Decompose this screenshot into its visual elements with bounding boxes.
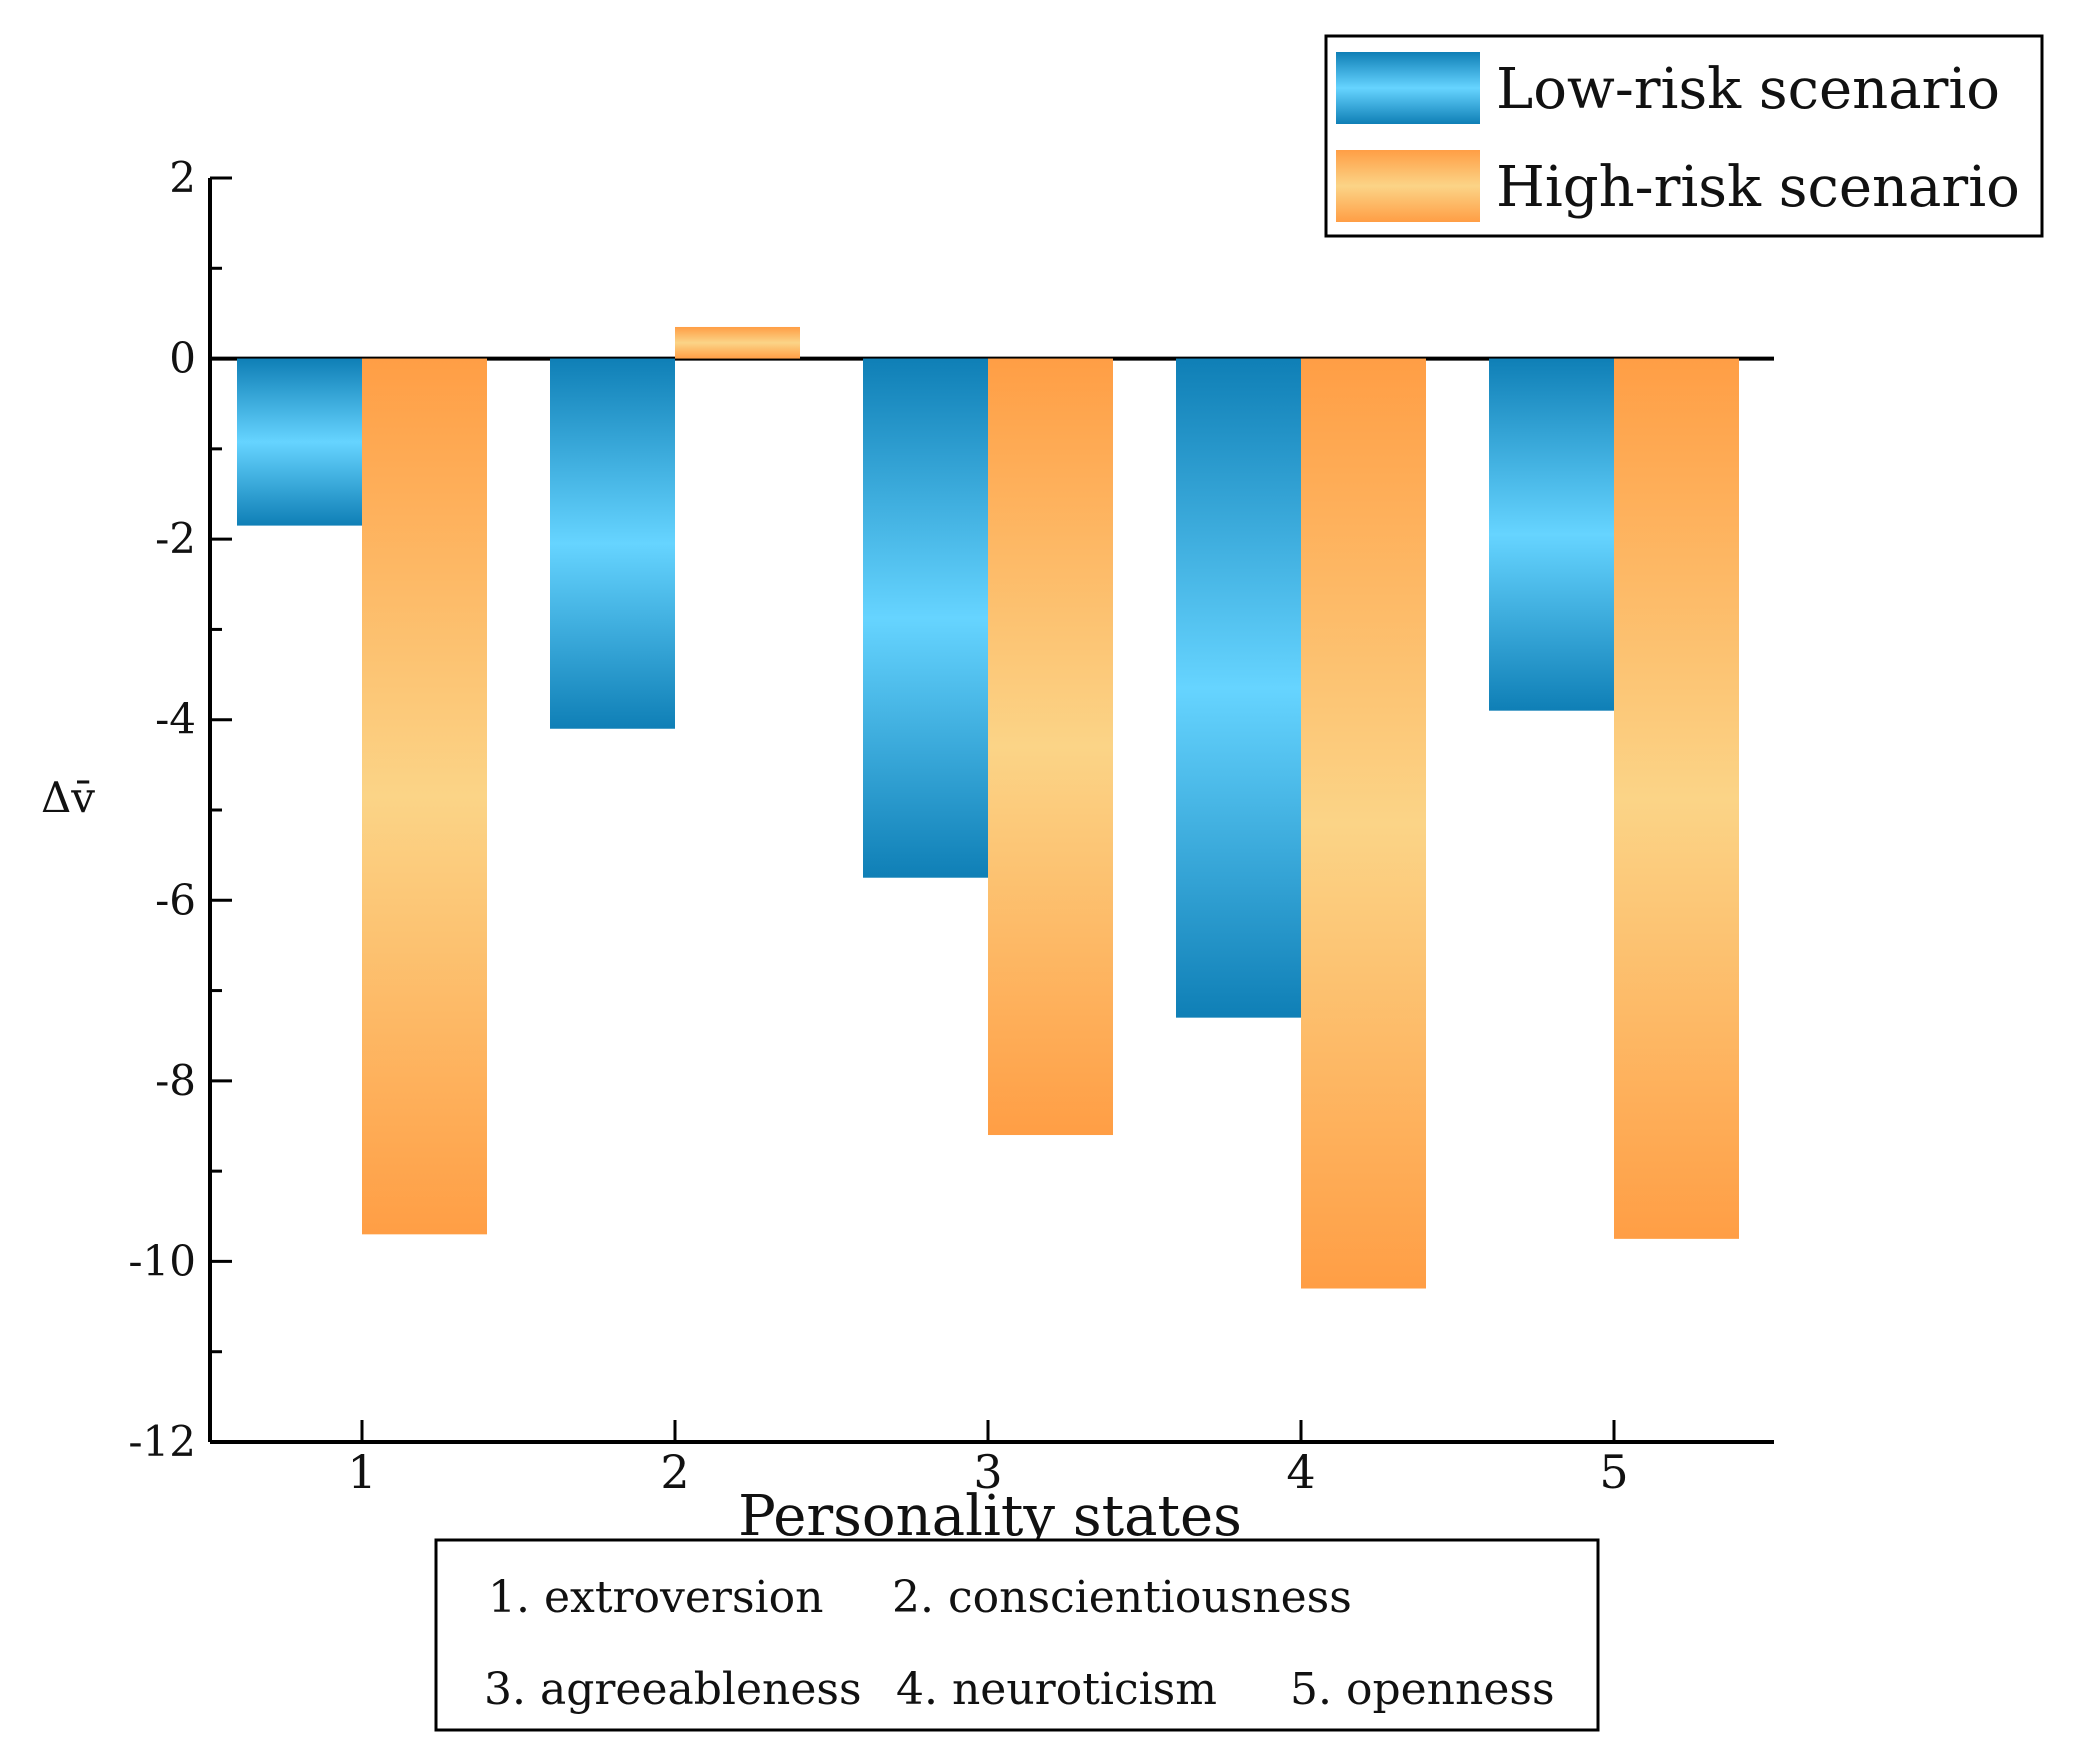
y-tick-label: -12 (128, 1417, 196, 1466)
y-tick-label: -8 (155, 1056, 196, 1105)
bar-low-risk-4 (1176, 358, 1301, 1018)
y-tick-label: -6 (155, 875, 196, 924)
y-axis-label: Δv̄ (41, 773, 95, 822)
bar-low-risk-3 (863, 358, 988, 878)
x-ticks-group: 1 2 3 4 5 (347, 1420, 1629, 1499)
bar-high-risk-4 (1301, 358, 1426, 1289)
y-tick-label: -2 (155, 514, 196, 563)
bar-low-risk-5 (1489, 358, 1614, 711)
y-tick-label: 2 (169, 153, 196, 202)
x-axis-title: Personality states (738, 1484, 1242, 1549)
y-tick-label: -10 (128, 1236, 196, 1285)
x-tick-label: 2 (660, 1445, 689, 1499)
bar-low-risk-1 (237, 358, 362, 526)
legend-label-low-risk: Low-risk scenario (1496, 57, 2000, 122)
caption-item-2: 2. conscientiousness (892, 1572, 1352, 1623)
bars-group (237, 326, 1739, 1289)
y-tick-label: -4 (155, 695, 196, 744)
x-tick-label: 3 (973, 1445, 1002, 1499)
x-tick-label: 4 (1286, 1445, 1315, 1499)
caption-item-4: 4. neuroticism (896, 1664, 1217, 1715)
caption-item-3: 3. agreeableness (484, 1664, 862, 1715)
legend-label-high-risk: High-risk scenario (1496, 155, 2020, 220)
caption-item-1: 1. extroversion (488, 1572, 823, 1623)
bar-high-risk-3 (988, 358, 1113, 1136)
caption-box (434, 1538, 1600, 1732)
bar-low-risk-2 (550, 358, 675, 729)
bar-high-risk-2 (675, 326, 800, 359)
legend: Low-risk scenario High-risk scenario (1324, 34, 2044, 238)
x-tick-label: 5 (1599, 1445, 1628, 1499)
y-ticks-group: 2 0 -2 -4 -6 -8 -10 -12 (128, 153, 232, 1466)
y-tick-label: 0 (169, 334, 196, 383)
category-caption: 1. extroversion 2. conscientiousness 3. … (434, 1538, 1600, 1732)
bar-high-risk-1 (362, 358, 487, 1235)
legend-swatch-low-risk (1336, 52, 1480, 124)
x-tick-label: 1 (347, 1445, 376, 1499)
legend-swatch-high-risk (1336, 150, 1480, 222)
caption-item-5: 5. openness (1290, 1664, 1555, 1715)
bar-high-risk-5 (1614, 358, 1739, 1239)
